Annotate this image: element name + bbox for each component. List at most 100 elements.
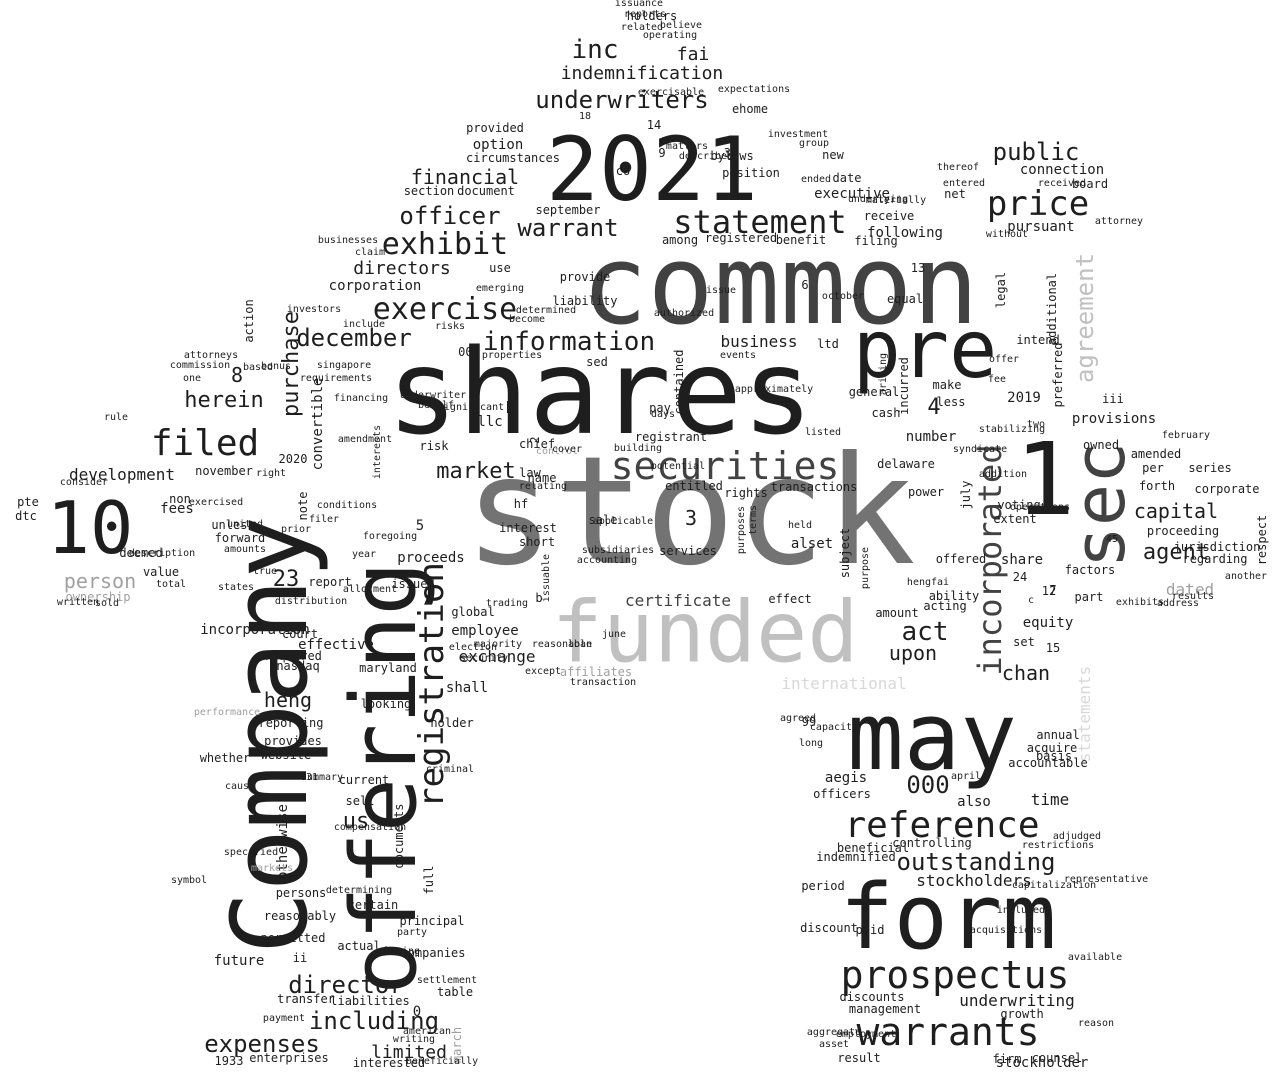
word-underlying: underlying [847, 194, 909, 205]
word-act: act [901, 617, 949, 647]
word-acquisitions: acquisitions [969, 925, 1043, 936]
word-court: court [281, 627, 319, 641]
word-certain: certain [347, 898, 399, 912]
word-discounts: discounts [839, 990, 905, 1004]
word-long: long [798, 738, 824, 749]
word-related: related [620, 22, 664, 33]
word-prospectus: prospectus [840, 953, 1070, 997]
word-exhibits: exhibits [1115, 597, 1165, 608]
word-held: held [787, 520, 813, 531]
word-commission: commission [169, 360, 231, 371]
word-stock: stock [464, 425, 916, 599]
word-accountable: accountable [1008, 756, 1088, 770]
word-filer: filer [308, 514, 340, 525]
word-reason: reason [1077, 1018, 1115, 1029]
word-subject: subject [838, 527, 852, 579]
word-matters: matters [665, 141, 709, 152]
word-entered: entered [942, 178, 986, 189]
word-another: another [1224, 571, 1268, 582]
word-aggregate: aggregate [806, 1027, 862, 1038]
word-interested: interested [352, 1056, 426, 1070]
word-party: party [396, 927, 428, 938]
word-described: described [678, 151, 734, 162]
word-6: 6 [801, 278, 809, 292]
word-events: events [719, 350, 757, 361]
word-12: 12 [1041, 584, 1057, 598]
word-5: 5 [415, 518, 425, 534]
word-incurred: incurred [897, 357, 911, 415]
word-rule: rule [103, 412, 129, 423]
word-net: net [944, 187, 966, 201]
word-001: 001 [458, 345, 480, 359]
word-co: co [615, 164, 631, 178]
word-issuable: issuable [541, 553, 552, 603]
word-adjudged: adjudged [1052, 831, 1102, 842]
word-proceeds: proceeds [397, 550, 465, 566]
word-permitted: permitted [260, 931, 326, 945]
word-legal: legal [994, 271, 1008, 309]
word-services: services [659, 544, 717, 558]
word-management: management [848, 1002, 922, 1016]
word-series: series [1188, 461, 1232, 475]
word-december: december [296, 324, 412, 352]
word-growth: growth [1000, 1007, 1044, 1021]
word-principal: principal [399, 914, 465, 928]
word-investment: investment [767, 129, 829, 140]
word-loan: loan [567, 639, 593, 650]
word-stabilizing: stabilizing [978, 424, 1046, 435]
word-us: us [342, 809, 370, 834]
word-value: value [142, 565, 180, 579]
word-payment: payment [262, 1013, 306, 1024]
word-except: except [524, 666, 562, 677]
word-non: non [169, 492, 191, 506]
word-july: july [959, 480, 973, 510]
word-prior: prior [280, 524, 312, 535]
word-year: year [351, 549, 377, 560]
word-ehome: ehome [731, 102, 769, 116]
word-make: make [932, 378, 962, 392]
word-specified: specified [223, 847, 279, 858]
word-interest: interest [499, 521, 557, 535]
word-risks: risks [434, 321, 466, 332]
word-proceeding: proceeding [1146, 524, 1220, 538]
word-equal: equal [886, 292, 924, 306]
word-exercise: exercise [372, 292, 518, 327]
word-regarding: regarding [1182, 552, 1248, 566]
word-2020: 2020 [278, 452, 308, 466]
word-dtc: dtc [15, 509, 37, 523]
word-sell: sell [345, 794, 375, 808]
word-description: description [128, 548, 196, 559]
word-provides: provides [264, 734, 322, 748]
word-cash: cash [871, 406, 901, 420]
word-time: time [1030, 790, 1070, 809]
word-written: written [56, 597, 100, 608]
word-warrants: warrants [856, 1010, 1040, 1054]
word-emerging: emerging [475, 283, 525, 294]
word-9: 9 [658, 146, 666, 160]
word-factors: factors [1064, 563, 1116, 577]
word-november: november [195, 464, 253, 478]
word-corporation: corporation [328, 278, 422, 294]
word-intend: intend [1016, 333, 1060, 347]
word-effective: effective [298, 637, 374, 653]
word-agreed: agreed [779, 713, 817, 724]
word-iii: iii [1102, 392, 1124, 406]
word-shares: shares [386, 323, 814, 461]
word-ii: ii [292, 951, 308, 965]
word-businesses: businesses [317, 235, 379, 246]
word-statement: statement [673, 203, 847, 241]
word-stockholder: stockholder [995, 1055, 1089, 1071]
word-liability: liability [552, 294, 618, 308]
word-agent: agent [1142, 540, 1210, 565]
word-form: form [839, 865, 1057, 970]
word-conditions: conditions [316, 500, 378, 511]
word-hf: hf [513, 497, 529, 511]
word-note: note [296, 491, 310, 521]
word-amounts: amounts [223, 544, 267, 555]
word-position: position [722, 166, 780, 180]
word-election: election [448, 642, 498, 653]
word-thereof: thereof [936, 162, 980, 173]
word-operating: operating [642, 30, 698, 41]
word-total: total [155, 579, 187, 590]
word-2021: 2021 [546, 118, 758, 221]
